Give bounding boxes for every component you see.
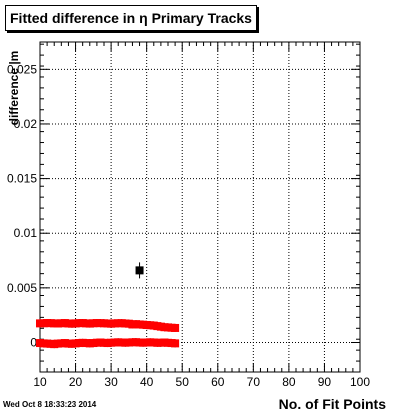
x-tick-label: 60 xyxy=(211,375,225,389)
x-tick-label: 40 xyxy=(140,375,154,389)
y-tick-label: 0 xyxy=(30,335,37,349)
y-tick-labels: 0 0.005 0.01 0.015 0.02 0.025 xyxy=(7,62,37,349)
y-tick-label: 0.005 xyxy=(7,281,37,295)
datestamp: Wed Oct 8 18:33:23 2014 xyxy=(3,400,97,409)
data-point xyxy=(135,266,144,275)
chart-title: Fitted difference in η Primary Tracks xyxy=(5,5,257,31)
x-tick-label: 90 xyxy=(318,375,332,389)
data-point xyxy=(171,339,180,348)
plot-frame xyxy=(39,41,361,373)
axis-ticks xyxy=(39,42,361,373)
x-tick-label: 50 xyxy=(176,375,190,389)
y-axis-label: difference |m xyxy=(7,50,21,126)
y-tick-label: 0.01 xyxy=(14,226,38,240)
x-tick-label: 30 xyxy=(104,375,118,389)
x-tick-label: 80 xyxy=(282,375,296,389)
y-tick-label: 0.025 xyxy=(7,62,37,76)
data-points xyxy=(36,262,180,349)
x-axis-label: No. of Fit Points xyxy=(278,396,386,412)
x-tick-labels: 10 20 30 40 50 60 70 80 90 100 xyxy=(33,375,370,389)
grid xyxy=(40,42,360,372)
x-tick-label: 100 xyxy=(350,375,370,389)
x-tick-label: 10 xyxy=(33,375,47,389)
y-tick-label: 0.015 xyxy=(7,172,37,186)
x-tick-label: 70 xyxy=(247,375,261,389)
y-axis-label-box: difference |m xyxy=(4,38,24,138)
x-tick-label: 20 xyxy=(69,375,83,389)
y-tick-label: 0.02 xyxy=(14,117,38,131)
data-point xyxy=(171,323,180,332)
